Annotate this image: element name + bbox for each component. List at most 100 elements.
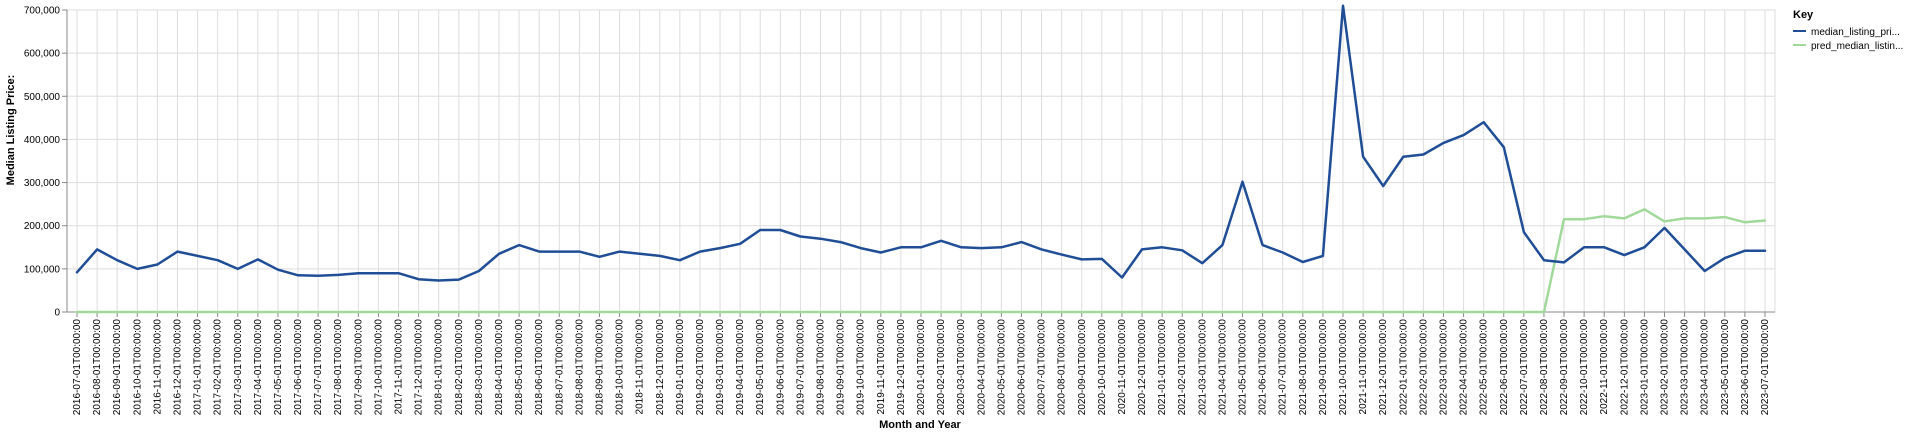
x-tick-label: 2022-06-01T00:00:00 [1499,319,1510,416]
x-tick-label: 2019-10-01T00:00:00 [856,319,867,416]
x-tick-label: 2022-09-01T00:00:00 [1559,319,1570,416]
x-tick-label: 2018-03-01T00:00:00 [474,319,485,416]
x-tick-label: 2020-01-01T00:00:00 [916,319,927,416]
x-tick-label: 2017-02-01T00:00:00 [213,319,224,416]
x-tick-label: 2020-05-01T00:00:00 [996,319,1007,416]
x-tick-label: 2022-08-01T00:00:00 [1539,319,1550,416]
x-tick-label: 2019-05-01T00:00:00 [755,319,766,416]
x-tick-label: 2019-07-01T00:00:00 [795,319,806,416]
x-tick-label: 2022-11-01T00:00:00 [1599,319,1610,415]
x-tick-label: 2019-11-01T00:00:00 [876,319,887,415]
x-tick-label: 2018-05-01T00:00:00 [514,319,525,416]
x-tick-label: 2018-06-01T00:00:00 [534,319,545,416]
x-tick-label: 2023-03-01T00:00:00 [1680,319,1691,416]
x-tick-label: 2021-09-01T00:00:00 [1318,319,1329,416]
x-tick-label: 2021-07-01T00:00:00 [1278,319,1289,416]
x-tick-label: 2022-01-01T00:00:00 [1398,319,1409,416]
x-tick-label: 2017-01-01T00:00:00 [193,319,204,416]
x-tick-label: 2021-12-01T00:00:00 [1378,319,1389,416]
x-tick-label: 2017-11-01T00:00:00 [394,319,405,415]
x-tick-label: 2020-08-01T00:00:00 [1057,319,1068,416]
x-tick-label: 2023-05-01T00:00:00 [1720,319,1731,416]
x-tick-label: 2019-06-01T00:00:00 [775,319,786,416]
x-tick-label: 2023-07-01T00:00:00 [1760,319,1771,416]
x-tick-label: 2016-07-01T00:00:00 [72,319,83,416]
x-tick-label: 2022-04-01T00:00:00 [1459,319,1470,416]
x-tick-label: 2020-06-01T00:00:00 [1016,319,1027,416]
x-tick-label: 2018-02-01T00:00:00 [454,319,465,416]
x-tick-label: 2023-02-01T00:00:00 [1660,319,1671,416]
x-tick-label: 2019-02-01T00:00:00 [695,319,706,416]
x-tick-label: 2017-04-01T00:00:00 [253,319,264,416]
x-tick-label: 2022-10-01T00:00:00 [1579,319,1590,416]
y-tick-label: 300,000 [24,178,61,189]
x-tick-label: 2016-10-01T00:00:00 [132,319,143,416]
legend-label-median: median_listing_pri... [1811,27,1900,38]
series-line-median [75,4,1767,282]
series-line-pred [75,208,1767,314]
x-tick-label: 2021-10-01T00:00:00 [1338,319,1349,416]
x-tick-label: 2018-07-01T00:00:00 [554,319,565,416]
x-tick-label: 2017-05-01T00:00:00 [273,319,284,416]
x-tick-label: 2020-02-01T00:00:00 [936,319,947,416]
x-tick-label: 2020-12-01T00:00:00 [1137,319,1148,416]
x-tick-label: 2018-01-01T00:00:00 [434,319,445,416]
x-tick-label: 2017-06-01T00:00:00 [293,319,304,416]
series-layer [75,4,1767,314]
legend: Key median_listing_pri... pred_median_li… [1793,9,1903,52]
x-tick-label: 2023-01-01T00:00:00 [1639,319,1650,416]
x-tick-label: 2021-04-01T00:00:00 [1217,319,1228,416]
y-tick-label: 0 [54,308,60,319]
x-tick-label: 2020-03-01T00:00:00 [956,319,967,416]
x-tick-label: 2021-06-01T00:00:00 [1258,319,1269,416]
x-tick-label: 2017-07-01T00:00:00 [313,319,324,416]
x-tick-label: 2022-03-01T00:00:00 [1438,319,1449,416]
x-tick-label: 2016-11-01T00:00:00 [152,319,163,415]
y-tick-label: 400,000 [24,135,61,146]
x-tick-label: 2020-07-01T00:00:00 [1037,319,1048,416]
x-tick-label: 2017-09-01T00:00:00 [353,319,364,416]
x-tick-label: 2018-10-01T00:00:00 [615,319,626,416]
x-tick-label: 2018-11-01T00:00:00 [635,319,646,415]
x-tick-label: 2018-12-01T00:00:00 [655,319,666,416]
legend-label-pred: pred_median_listin... [1811,41,1903,52]
x-tick-label: 2020-10-01T00:00:00 [1097,319,1108,416]
x-tick-label: 2021-11-01T00:00:00 [1358,319,1369,415]
x-tick-label: 2020-04-01T00:00:00 [976,319,987,416]
x-tick-label: 2018-04-01T00:00:00 [494,319,505,416]
x-tick-label: 2020-09-01T00:00:00 [1077,319,1088,416]
x-tick-label: 2021-05-01T00:00:00 [1238,319,1249,416]
x-tick-label: 2019-04-01T00:00:00 [735,319,746,416]
x-tick-label: 2022-02-01T00:00:00 [1418,319,1429,416]
y-tick-label: 500,000 [24,92,61,103]
legend-title: Key [1793,9,1814,21]
x-tick-label: 2016-12-01T00:00:00 [172,319,183,416]
gridlines [66,9,1776,313]
x-tick-label: 2021-08-01T00:00:00 [1298,319,1309,416]
x-tick-label: 2020-11-01T00:00:00 [1117,319,1128,415]
x-tick-label: 2022-05-01T00:00:00 [1479,319,1490,416]
x-tick-label: 2017-10-01T00:00:00 [373,319,384,416]
x-tick-label: 2018-08-01T00:00:00 [574,319,585,416]
y-axis: 0 100,000 200,000 300,000 400,000 500,000 600,… [24,6,68,319]
x-tick-label: 2022-07-01T00:00:00 [1519,319,1530,416]
y-tick-label: 700,000 [24,6,61,17]
x-tick-label: 2019-08-01T00:00:00 [816,319,827,416]
x-tick-label: 2019-09-01T00:00:00 [836,319,847,416]
x-axis: 2016-07-01T00:00:00 2016-08-01T00:00:00 20… [67,311,1775,416]
x-tick-label: 2018-09-01T00:00:00 [594,319,605,416]
y-tick-label: 600,000 [24,49,61,60]
x-tick-label: 2016-09-01T00:00:00 [112,319,123,416]
x-tick-label: 2016-08-01T00:00:00 [92,319,103,416]
y-tick-label: 200,000 [24,221,61,232]
x-tick-label: 2019-03-01T00:00:00 [715,319,726,416]
x-tick-label: 2019-12-01T00:00:00 [896,319,907,416]
x-tick-label: 2021-03-01T00:00:00 [1197,319,1208,416]
x-tick-label: 2017-12-01T00:00:00 [414,319,425,416]
x-tick-label: 2021-01-01T00:00:00 [1157,319,1168,416]
x-tick-label: 2019-01-01T00:00:00 [675,319,686,416]
x-axis-title: Month and Year [879,419,961,431]
x-tick-label: 2017-08-01T00:00:00 [333,319,344,416]
x-tick-label: 2017-03-01T00:00:00 [233,319,244,416]
